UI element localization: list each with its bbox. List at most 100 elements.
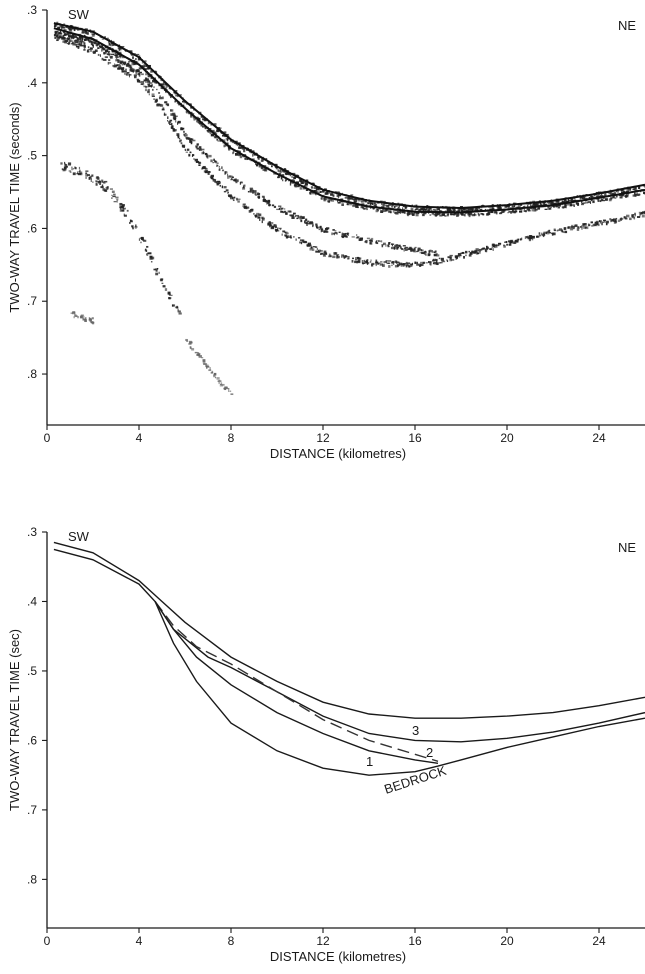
seismic-point bbox=[377, 262, 381, 264]
seismic-point bbox=[548, 207, 552, 210]
seismic-point bbox=[72, 172, 76, 176]
seismic-point bbox=[467, 212, 470, 215]
seismic-point bbox=[145, 85, 147, 89]
seismic-point bbox=[349, 197, 353, 200]
seismic-point bbox=[356, 236, 360, 239]
seismic-point bbox=[251, 192, 255, 194]
seismic-point bbox=[406, 246, 409, 249]
seismic-point bbox=[280, 176, 282, 180]
seismic-point bbox=[408, 211, 413, 214]
seismic-point bbox=[369, 261, 372, 263]
seismic-point bbox=[434, 250, 437, 253]
seismic-point bbox=[334, 230, 337, 232]
seismic-point bbox=[337, 200, 339, 203]
seismic-point bbox=[604, 220, 606, 223]
seismic-point bbox=[538, 232, 541, 235]
seismic-point bbox=[89, 175, 93, 178]
seismic-point bbox=[101, 44, 104, 47]
seismic-point bbox=[388, 204, 391, 206]
seismic-point bbox=[168, 297, 171, 300]
seismic-point bbox=[98, 45, 103, 48]
seismic-point bbox=[592, 200, 595, 204]
seismic-point bbox=[242, 205, 245, 208]
seismic-point bbox=[461, 251, 465, 254]
seismic-point bbox=[575, 224, 578, 227]
seismic-point bbox=[128, 60, 130, 63]
seismic-point bbox=[144, 60, 147, 63]
seismic-point bbox=[425, 262, 428, 264]
seismic-point bbox=[96, 176, 99, 178]
seismic-point bbox=[304, 219, 307, 222]
seismic-point bbox=[526, 208, 530, 211]
seismic-point bbox=[196, 120, 199, 123]
seismic-point bbox=[588, 196, 591, 200]
seismic-point bbox=[147, 75, 150, 78]
seismic-point bbox=[268, 162, 271, 165]
seismic-point bbox=[223, 190, 227, 193]
seismic-point bbox=[390, 243, 395, 245]
seismic-point bbox=[55, 34, 58, 37]
seismic-point bbox=[394, 205, 396, 208]
seismic-point bbox=[347, 232, 350, 235]
seismic-point bbox=[181, 127, 185, 130]
seismic-point bbox=[136, 68, 140, 72]
seismic-point bbox=[352, 203, 356, 207]
seismic-point bbox=[509, 207, 513, 209]
seismic-point bbox=[207, 130, 211, 133]
seismic-point bbox=[616, 190, 620, 193]
seismic-point bbox=[191, 155, 194, 157]
seismic-point bbox=[301, 181, 304, 185]
seismic-point bbox=[231, 177, 233, 180]
seismic-point bbox=[351, 259, 354, 263]
seismic-point bbox=[454, 255, 459, 259]
seismic-point bbox=[177, 310, 181, 313]
seismic-point bbox=[536, 235, 539, 238]
seismic-point bbox=[77, 37, 80, 40]
seismic-point bbox=[429, 262, 431, 266]
seismic-point bbox=[355, 199, 358, 203]
seismic-point bbox=[408, 211, 410, 214]
seismic-point bbox=[365, 259, 368, 262]
seismic-point bbox=[289, 174, 292, 177]
seismic-point bbox=[551, 233, 554, 236]
seismic-point bbox=[135, 224, 137, 228]
seismic-point bbox=[204, 170, 208, 174]
seismic-point bbox=[102, 188, 105, 191]
seismic-point bbox=[89, 319, 91, 322]
seismic-point bbox=[486, 247, 489, 251]
seismic-point bbox=[80, 173, 83, 176]
seismic-point bbox=[419, 252, 423, 254]
seismic-point bbox=[438, 257, 441, 260]
seismic-point bbox=[569, 203, 573, 207]
seismic-point bbox=[243, 205, 247, 208]
seismic-point bbox=[323, 250, 327, 253]
seismic-point bbox=[169, 123, 172, 126]
x-tick-label: 8 bbox=[228, 934, 235, 948]
seismic-point bbox=[621, 193, 625, 197]
seismic-point bbox=[468, 250, 471, 253]
seismic-point bbox=[143, 68, 148, 70]
seismic-point bbox=[113, 65, 117, 68]
seismic-point bbox=[255, 193, 258, 196]
seismic-point bbox=[289, 181, 292, 184]
seismic-point bbox=[439, 262, 443, 264]
seismic-point bbox=[600, 198, 604, 201]
seismic-point bbox=[189, 346, 192, 349]
seismic-point bbox=[270, 226, 274, 230]
seismic-point bbox=[78, 40, 82, 44]
corner-label-sw: SW bbox=[68, 529, 90, 544]
seismic-point bbox=[631, 214, 634, 217]
seismic-point bbox=[108, 53, 112, 56]
seismic-point bbox=[294, 215, 296, 218]
seismic-point bbox=[175, 94, 178, 97]
seismic-point bbox=[195, 145, 199, 147]
seismic-point bbox=[175, 120, 177, 123]
seismic-point bbox=[80, 314, 84, 317]
seismic-point bbox=[206, 156, 209, 159]
seismic-point bbox=[402, 263, 405, 266]
seismic-point bbox=[141, 61, 144, 64]
seismic-point bbox=[436, 213, 440, 216]
seismic-point bbox=[83, 47, 86, 51]
seismic-point bbox=[62, 26, 66, 29]
seismic-point bbox=[304, 220, 306, 224]
